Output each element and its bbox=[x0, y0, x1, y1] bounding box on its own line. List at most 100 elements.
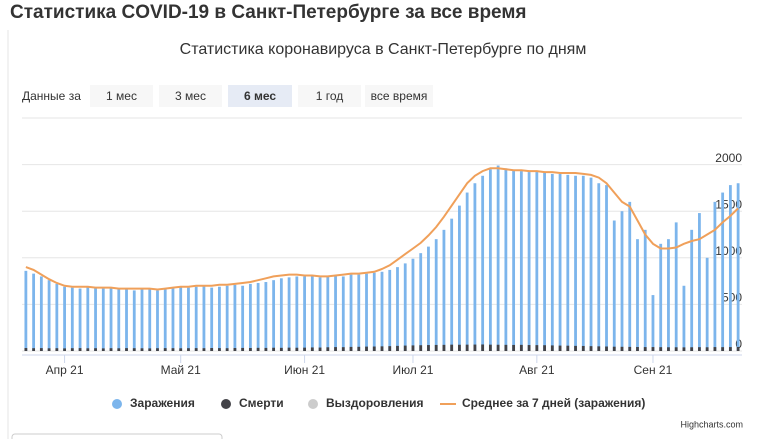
death-bar bbox=[148, 348, 152, 351]
infection-bar bbox=[163, 289, 167, 351]
legend-marker[interactable] bbox=[308, 399, 318, 409]
death-bar bbox=[117, 348, 121, 351]
death-bar bbox=[558, 345, 562, 351]
infection-bar bbox=[690, 229, 694, 351]
range-button[interactable] bbox=[365, 85, 433, 107]
select-box[interactable] bbox=[11, 433, 223, 439]
legend-marker[interactable] bbox=[221, 399, 231, 409]
death-bar bbox=[341, 347, 345, 351]
infection-bar bbox=[341, 276, 345, 351]
death-bar bbox=[86, 348, 90, 351]
range-button[interactable] bbox=[228, 85, 292, 107]
legend-label[interactable]: Заражения bbox=[130, 396, 195, 410]
range-button-label[interactable]: 1 год bbox=[316, 89, 344, 103]
death-bar bbox=[70, 348, 74, 351]
range-button-label[interactable]: 3 мес bbox=[175, 89, 206, 103]
page-title: Статистика COVID-19 в Санкт-Петербурге з… bbox=[10, 2, 527, 23]
infection-bar bbox=[194, 286, 198, 351]
infection-bar bbox=[156, 290, 159, 351]
infection-bar bbox=[132, 290, 136, 351]
chart-title: Статистика коронавируса в Санкт-Петербур… bbox=[180, 41, 587, 58]
infection-bar bbox=[357, 274, 361, 351]
infection-bar bbox=[140, 289, 144, 351]
death-bar bbox=[78, 348, 82, 351]
death-bar bbox=[651, 347, 655, 351]
death-bar bbox=[380, 346, 384, 351]
death-bar bbox=[543, 345, 546, 351]
infection-bar bbox=[527, 172, 531, 351]
infection-bar bbox=[233, 284, 237, 351]
infection-bar bbox=[248, 283, 252, 351]
death-bar bbox=[32, 348, 36, 351]
infection-bar bbox=[713, 201, 717, 351]
death-bar bbox=[574, 345, 577, 351]
infection-bar bbox=[70, 287, 74, 351]
range-button[interactable] bbox=[90, 85, 153, 107]
legend-label[interactable]: Выздоровления bbox=[326, 396, 423, 410]
infection-bar bbox=[550, 173, 554, 351]
infection-bar bbox=[427, 246, 430, 351]
range-button-label[interactable]: все время bbox=[371, 89, 428, 103]
death-bar bbox=[636, 346, 639, 351]
death-bar bbox=[705, 347, 709, 351]
death-bar bbox=[101, 348, 105, 351]
infection-bar bbox=[365, 273, 368, 351]
death-bar bbox=[473, 344, 477, 351]
death-bar bbox=[566, 345, 570, 351]
death-bar bbox=[465, 344, 469, 351]
death-bar bbox=[202, 348, 206, 351]
infection-bar bbox=[543, 172, 546, 351]
infection-bar bbox=[318, 277, 322, 351]
death-bar bbox=[535, 345, 539, 351]
death-bar bbox=[310, 347, 314, 351]
death-bar bbox=[442, 344, 446, 351]
infection-bar bbox=[504, 168, 508, 351]
range-button[interactable] bbox=[159, 85, 222, 107]
x-tick-label: Май 21 bbox=[161, 363, 202, 377]
range-button-label[interactable]: 1 мес bbox=[106, 89, 137, 103]
death-bar bbox=[303, 347, 306, 351]
credits[interactable]: Highcharts.com bbox=[680, 419, 743, 429]
death-bar bbox=[163, 348, 167, 351]
death-bar bbox=[279, 347, 283, 351]
death-bar bbox=[682, 347, 686, 351]
infection-bar bbox=[434, 239, 438, 351]
infection-bar bbox=[620, 211, 624, 351]
death-bar bbox=[496, 344, 500, 351]
death-bar bbox=[612, 346, 616, 351]
death-bar bbox=[94, 348, 97, 351]
infection-bar bbox=[24, 270, 28, 351]
infection-bar bbox=[605, 185, 608, 351]
infection-bar bbox=[612, 220, 616, 351]
infection-bar bbox=[326, 276, 330, 351]
infection-bar bbox=[682, 285, 686, 351]
death-bar bbox=[419, 345, 423, 351]
legend-marker[interactable] bbox=[112, 399, 122, 409]
range-button[interactable] bbox=[298, 85, 361, 107]
infection-bar bbox=[589, 177, 593, 351]
death-bar bbox=[272, 347, 276, 351]
range-button-label[interactable]: 6 мес bbox=[244, 89, 276, 103]
death-bar bbox=[396, 345, 399, 351]
death-bar bbox=[287, 347, 291, 351]
infection-bar bbox=[334, 275, 337, 351]
infection-bar bbox=[202, 285, 206, 351]
infection-bar bbox=[310, 275, 314, 351]
infection-bar bbox=[372, 272, 376, 351]
infection-bar bbox=[287, 277, 291, 351]
death-bar bbox=[659, 347, 663, 351]
legend-label[interactable]: Среднее за 7 дней (заражения) bbox=[462, 396, 645, 410]
infection-bar bbox=[187, 287, 190, 351]
infection-bar bbox=[39, 276, 43, 351]
infection-bar bbox=[667, 239, 670, 351]
death-bar bbox=[256, 347, 260, 351]
death-bar bbox=[458, 344, 461, 351]
infection-bar bbox=[535, 172, 539, 351]
legend-label[interactable]: Смерти bbox=[239, 396, 284, 410]
infection-bar bbox=[380, 271, 384, 351]
infection-bar bbox=[125, 288, 128, 351]
infection-bar bbox=[303, 276, 306, 351]
infection-bar bbox=[388, 269, 392, 351]
death-bar bbox=[721, 347, 725, 351]
